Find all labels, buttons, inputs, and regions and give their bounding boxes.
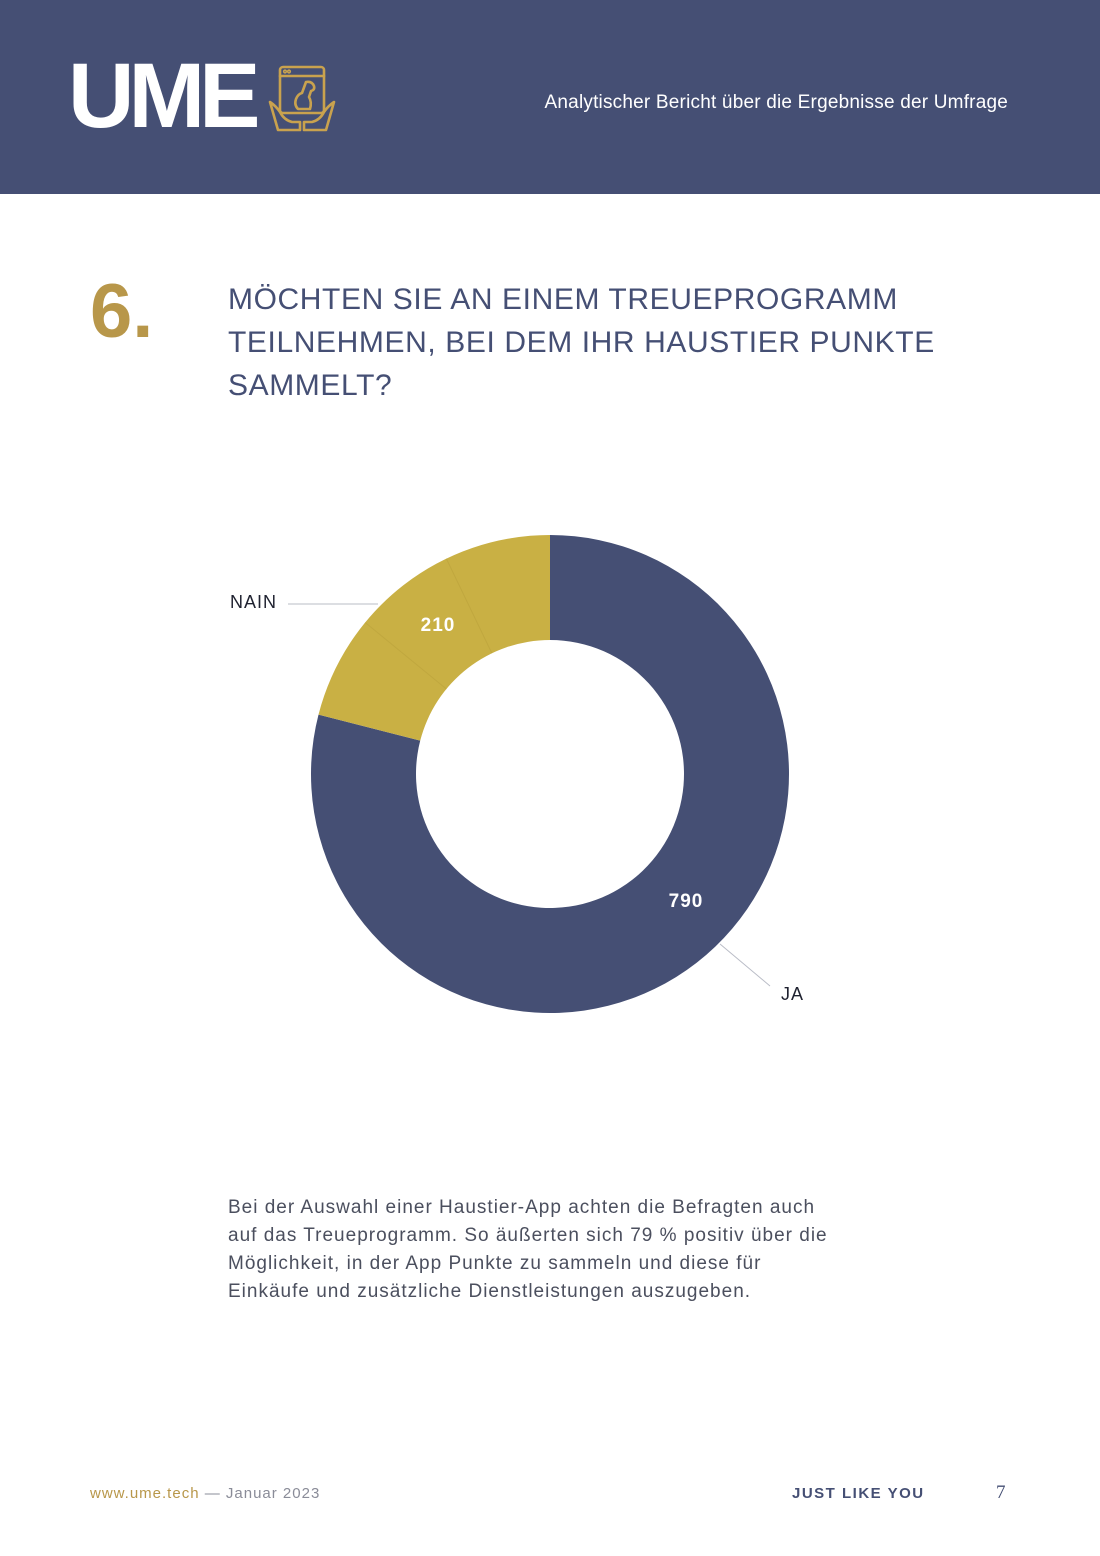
footer-date: Januar 2023	[225, 1485, 321, 1502]
footer-url-link[interactable]: www.ume.tech	[90, 1485, 200, 1502]
leader-line-ja	[719, 943, 771, 987]
question-number: 6.	[90, 269, 154, 354]
question-title: MÖCHTEN SIE AN EINEM TREUEPROGRAMM TEILN…	[228, 283, 935, 402]
report-subtitle: Analytischer Bericht über die Ergebnisse…	[544, 92, 1008, 113]
donut-slice-ja	[311, 535, 789, 1013]
page-number: 7	[996, 1482, 1006, 1503]
value-label-ja: 790	[669, 891, 704, 912]
dog-in-hands-icon	[268, 65, 336, 132]
donut-slice-nain	[318, 535, 550, 741]
header-banner: UME Analytischer Bericht über die Ergebn…	[0, 0, 1100, 194]
segment-divider	[364, 622, 447, 690]
category-label-nain: NAIN	[230, 592, 277, 612]
donut-chart: 790 210 JA NAIN	[230, 535, 804, 1013]
footer-info: www.ume.tech — Januar 2023	[90, 1485, 320, 1502]
footer-separator: —	[199, 1485, 226, 1502]
category-label-ja: JA	[781, 984, 804, 1004]
brand-logo: UME	[68, 45, 260, 147]
segment-divider	[445, 558, 493, 654]
summary-paragraph: Bei der Auswahl einer Haustier-App achte…	[228, 1197, 828, 1302]
footer-slogan: JUST LIKE YOU	[792, 1485, 925, 1502]
value-label-nain: 210	[421, 615, 456, 636]
